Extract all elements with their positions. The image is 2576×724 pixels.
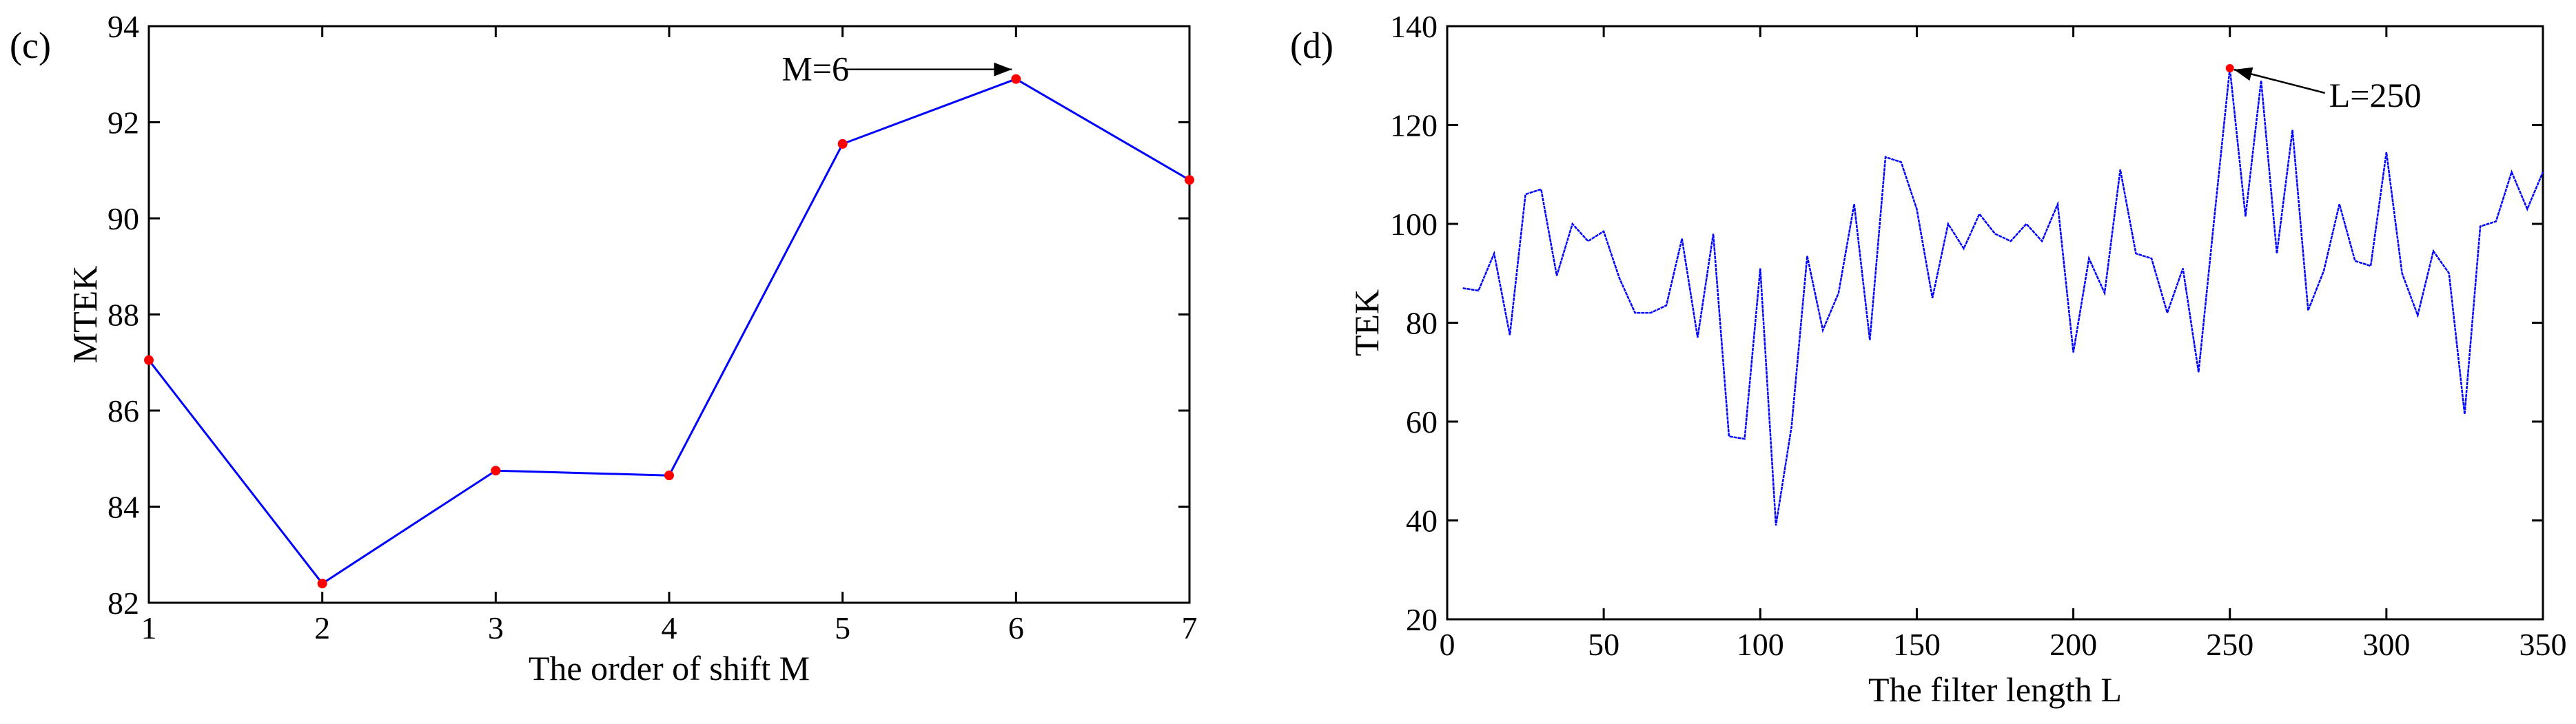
y-axis-label-d: TEK [1347, 289, 1386, 356]
data-point [317, 579, 327, 589]
x-tick-label: 4 [662, 610, 677, 645]
x-axis-label-c: The order of shift M [529, 649, 810, 687]
chart-d: (d) 20 40 60 80 100 120 140 0 50 100 150 200 250 300… [1290, 9, 2567, 709]
y-tick-label: 90 [108, 201, 139, 236]
annotation-c: M=6 [781, 50, 1012, 88]
y-tick-label: 100 [1390, 207, 1438, 242]
highlight-point-d [2225, 63, 2234, 72]
y-tick-label: 60 [1406, 404, 1438, 439]
y-tick-label: 82 [108, 586, 139, 621]
x-ticks-c: 1 2 3 4 5 6 7 [141, 26, 1198, 645]
panel-label-d: (d) [1290, 25, 1333, 66]
y-tick-label: 20 [1406, 602, 1438, 637]
x-tick-label: 350 [2519, 627, 2567, 662]
y-tick-label: 92 [108, 105, 139, 141]
series-line-d [1462, 68, 2544, 526]
x-tick-label: 2 [314, 610, 330, 645]
y-tick-label: 80 [1406, 306, 1438, 341]
x-tick-label: 150 [1893, 627, 1941, 662]
x-tick-label: 300 [2362, 627, 2410, 662]
y-tick-label: 40 [1406, 504, 1438, 539]
x-tick-label: 200 [2049, 627, 2097, 662]
x-axis-label-d: The filter length L [1868, 670, 2122, 709]
x-ticks-d: 0 50 100 150 200 250 300 350 [1440, 26, 2567, 662]
x-tick-label: 1 [141, 610, 157, 645]
x-tick-label: 3 [488, 610, 504, 645]
data-point [491, 466, 501, 476]
plot-frame-d [1446, 25, 2544, 621]
chart-c: (c) 82 84 86 88 90 92 94 1 2 3 4 5 6 7 M=6 The order… [10, 9, 1198, 687]
y-tick-label: 140 [1390, 9, 1438, 44]
series-line-c [147, 78, 1190, 586]
plot-frame-c [147, 25, 1191, 604]
x-tick-label: 100 [1737, 627, 1784, 662]
y-tick-label: 86 [108, 393, 139, 428]
data-point [837, 138, 848, 149]
y-ticks-d: 20 40 60 80 100 120 140 [1390, 9, 2543, 637]
x-tick-label: 50 [1588, 627, 1619, 662]
data-point [1185, 175, 1194, 185]
annotation-d: L=250 [2233, 67, 2422, 114]
annotation-text-d: L=250 [2329, 76, 2422, 114]
annotation-arrowhead-c [994, 62, 1012, 76]
y-tick-label: 120 [1390, 108, 1438, 143]
y-tick-label: 94 [108, 9, 139, 44]
series-markers-c [144, 74, 1194, 589]
x-tick-label: 5 [835, 610, 850, 645]
annotation-text-c: M=6 [781, 50, 849, 88]
x-tick-label: 250 [2206, 627, 2253, 662]
data-point [144, 355, 154, 365]
y-tick-label: 84 [108, 490, 139, 525]
x-tick-label: 7 [1182, 610, 1198, 645]
x-tick-label: 0 [1440, 627, 1455, 662]
data-point [1011, 74, 1021, 84]
y-ticks-c: 82 84 86 88 90 92 94 [108, 9, 1189, 621]
y-tick-label: 88 [108, 298, 139, 333]
data-point [664, 470, 674, 481]
annotation-arrowhead-d [2233, 67, 2253, 81]
y-axis-label-c: MTEK [65, 266, 104, 364]
x-tick-label: 6 [1008, 610, 1024, 645]
panel-label-c: (c) [10, 25, 51, 66]
